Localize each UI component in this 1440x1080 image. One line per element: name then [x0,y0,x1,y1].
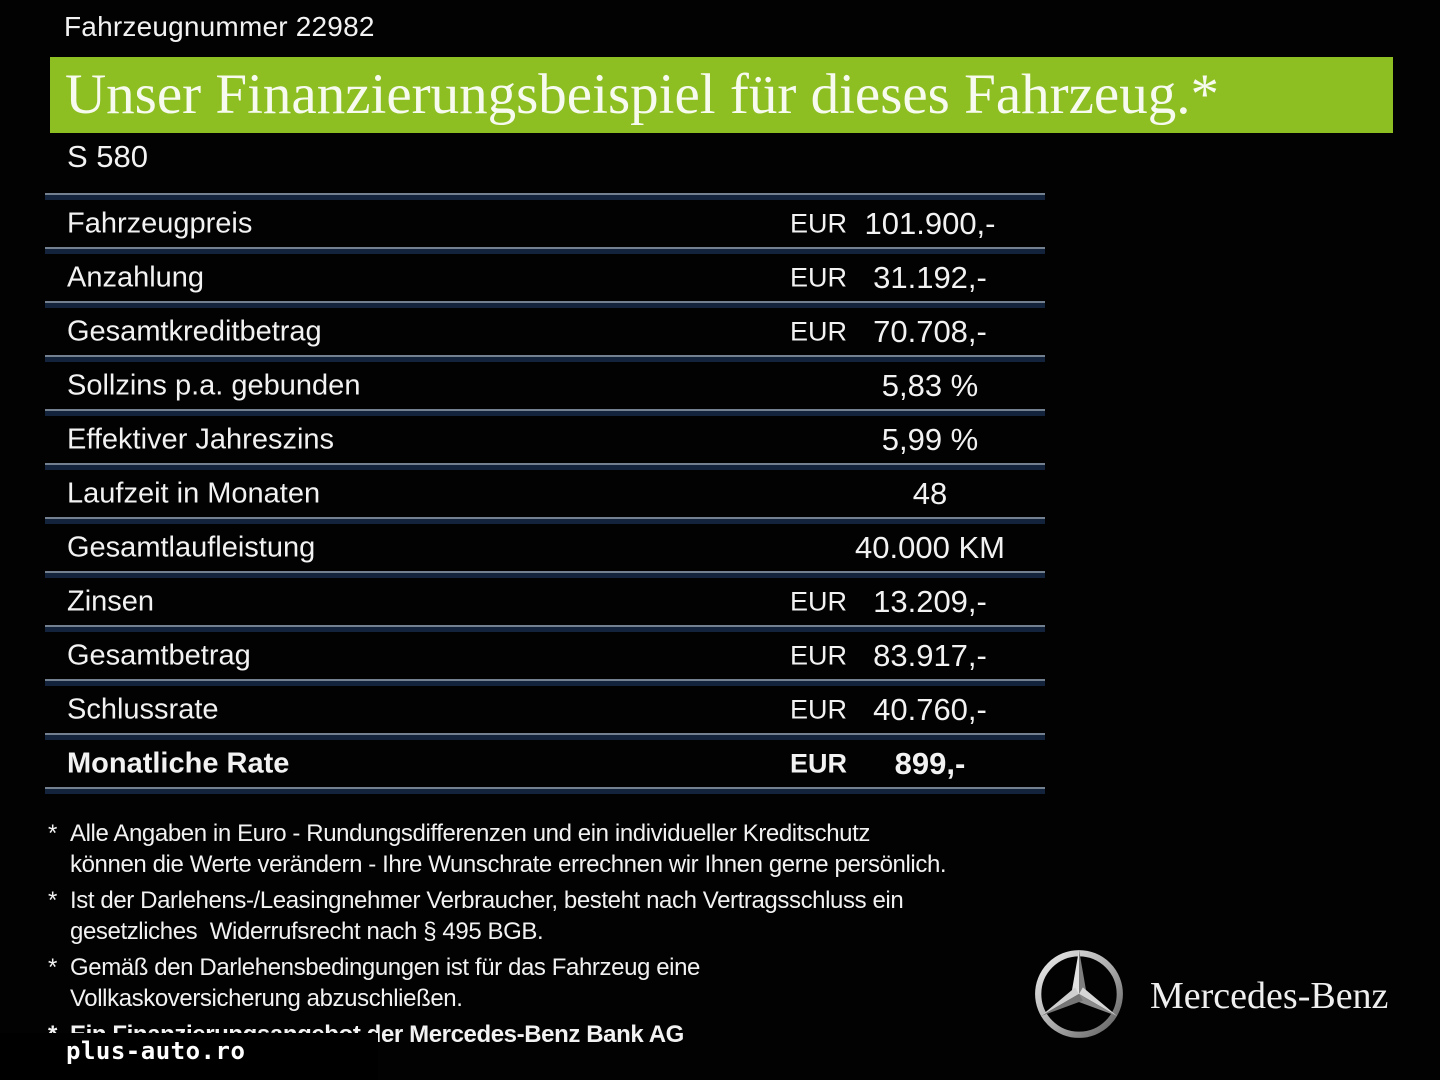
footnote-lines: Gemäß den Darlehensbedingungen ist für d… [70,952,700,1014]
finance-row: Anzahlung EUR 31.192,- [45,254,1045,301]
finance-row: Gesamtkreditbetrag EUR 70.708,- [45,308,1045,355]
footnote-line: können die Werte verändern - Ihre Wunsch… [70,851,947,878]
currency-label: EUR [790,208,848,238]
row-separator [45,517,1045,524]
row-separator [45,409,1045,416]
footnote-marker: * [48,954,58,981]
watermark: plus-auto.ro [66,1037,246,1065]
finance-row: Effektiver Jahreszins 5,99 % [45,416,1045,463]
footnote-line: gesetzliches Widerrufsrecht nach § 495 B… [70,918,544,945]
currency-label: EUR [790,262,848,292]
currency-label: EUR [790,748,848,778]
row-separator [45,463,1045,470]
finance-table: Fahrzeugpreis EUR 101.900,- Anzahlung EUR 31.… [45,193,1045,794]
finance-row: Gesamtlaufleistung 40.000 KM [45,524,1045,571]
row-value: 48 [912,475,948,511]
finance-row: Schlussrate EUR 40.760,- [45,686,1045,733]
footnotes: * Alle Angaben in Euro - Rundungsdifferen… [48,818,947,1055]
row-value: 83.917,- [873,637,987,673]
footnote-lines: Alle Angaben in Euro - Rundungsdifferenz… [70,818,947,880]
finance-row: Sollzins p.a. gebunden 5,83 % [45,362,1045,409]
row-value: 899,- [894,745,966,781]
row-value: 70.708,- [873,313,987,349]
watermark-background [0,1033,378,1080]
footnote: * Ist der Darlehens-/Leasingnehmer Verbra… [48,885,946,947]
row-separator [45,571,1045,578]
currency-label: EUR [790,316,848,346]
row-value: 13.209,- [873,583,987,619]
row-label: Monatliche Rate [67,747,290,779]
row-label: Laufzeit in Monaten [67,477,321,509]
row-value: 40.760,- [873,691,987,727]
row-label: Gesamtbetrag [67,639,251,671]
currency-label: EUR [790,694,848,724]
footnote: * Gemäß den Darlehensbedingungen ist für … [48,952,946,1014]
footnote-marker: * [48,820,58,847]
finance-row: Laufzeit in Monaten 48 [45,470,1045,517]
footnote: * Alle Angaben in Euro - Rundungsdifferen… [48,818,947,880]
row-value: 101.900,- [864,205,996,241]
vehicle-number: Fahrzeugnummer 22982 [64,11,375,42]
footnote-line: Gemäß den Darlehensbedingungen ist für d… [70,954,701,981]
row-label: Schlussrate [67,693,219,725]
row-separator [45,733,1045,740]
row-value: 40.000 KM [855,529,1005,565]
headline-banner: Unser Finanzierungsbeispiel für dieses F… [50,57,1393,133]
footnote-line: Vollkaskoversicherung abzuschließen. [70,985,463,1012]
row-label: Zinsen [67,585,155,617]
row-label: Fahrzeugpreis [67,207,253,239]
row-separator [45,301,1045,308]
row-separator [45,193,1045,200]
row-label: Sollzins p.a. gebunden [67,369,361,401]
row-value: 31.192,- [873,259,987,295]
currency-label: EUR [790,586,848,616]
row-separator [45,247,1045,254]
footnote-lines: Ist der Darlehens-/Leasingnehmer Verbrau… [70,885,904,947]
row-separator [45,787,1045,794]
row-label: Effektiver Jahreszins [67,423,335,455]
row-separator [45,679,1045,686]
finance-row: Zinsen EUR 13.209,- [45,578,1045,625]
row-separator [45,625,1045,632]
row-label: Gesamtlaufleistung [67,531,316,563]
mercedes-star-icon [1035,949,1123,1038]
row-value: 5,83 % [881,367,979,403]
row-label: Anzahlung [67,261,205,293]
row-value: 5,99 % [881,421,979,457]
footnote-line: Alle Angaben in Euro - Rundungsdifferenz… [70,820,870,847]
finance-row: Fahrzeugpreis EUR 101.900,- [45,200,1045,247]
currency-label: EUR [790,640,848,670]
footnote-marker: * [48,887,58,914]
headline-title: Unser Finanzierungsbeispiel für dieses F… [65,63,1219,126]
row-separator [45,355,1045,362]
vehicle-model: S 580 [67,139,149,174]
footnote-line: Ist der Darlehens-/Leasingnehmer Verbrau… [70,887,904,914]
mercedes-wordmark: Mercedes-Benz [1150,975,1389,1017]
row-label: Gesamtkreditbetrag [67,315,322,347]
finance-row: Monatliche Rate EUR 899,- [45,740,1045,787]
finance-row: Gesamtbetrag EUR 83.917,- [45,632,1045,679]
